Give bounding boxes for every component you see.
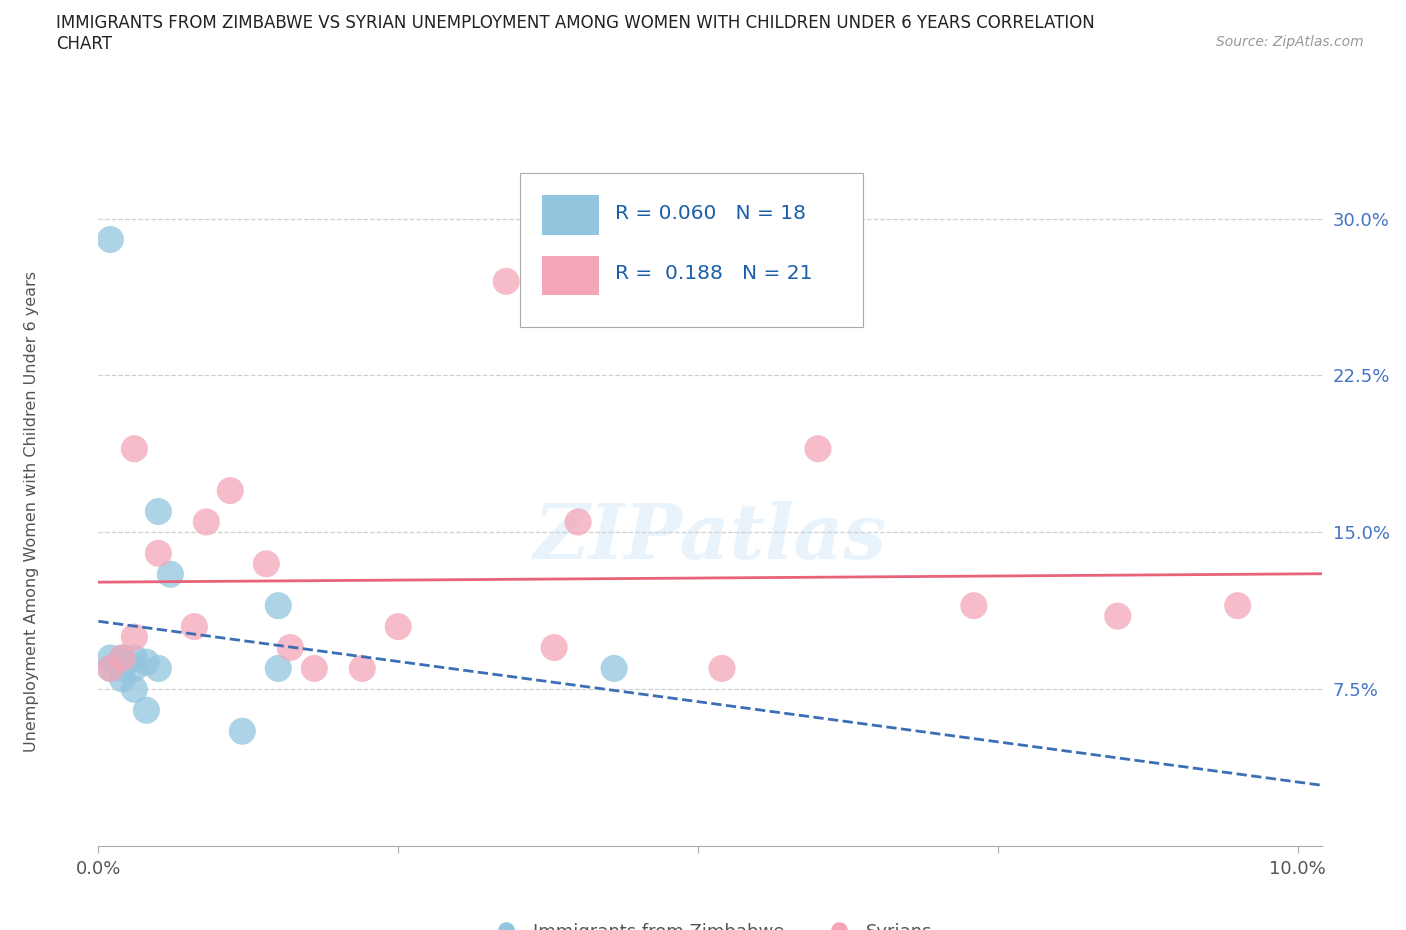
Point <box>603 661 626 676</box>
Point <box>148 661 170 676</box>
Point <box>219 484 242 498</box>
Point <box>543 640 565 655</box>
Point <box>124 630 146 644</box>
Point <box>135 703 157 718</box>
Point <box>159 567 181 582</box>
Point <box>111 651 134 666</box>
Legend: Immigrants from Zimbabwe, Syrians: Immigrants from Zimbabwe, Syrians <box>481 916 939 930</box>
Point <box>111 661 134 676</box>
Point <box>1107 609 1129 624</box>
FancyBboxPatch shape <box>520 173 863 327</box>
FancyBboxPatch shape <box>543 256 599 295</box>
Point <box>352 661 374 676</box>
Point <box>267 661 290 676</box>
Point <box>231 724 253 738</box>
Text: R =  0.188   N = 21: R = 0.188 N = 21 <box>614 264 813 284</box>
Point <box>267 598 290 613</box>
Point <box>124 661 146 676</box>
Point <box>124 442 146 457</box>
Point <box>111 671 134 686</box>
Point <box>278 640 301 655</box>
Point <box>711 661 734 676</box>
Point <box>100 661 122 676</box>
Text: Source: ZipAtlas.com: Source: ZipAtlas.com <box>1216 35 1364 49</box>
Text: CHART: CHART <box>56 35 112 53</box>
Point <box>148 504 170 519</box>
Text: Unemployment Among Women with Children Under 6 years: Unemployment Among Women with Children U… <box>24 271 38 752</box>
Point <box>387 619 409 634</box>
Point <box>254 556 277 571</box>
Point <box>304 661 326 676</box>
Point <box>100 661 122 676</box>
Point <box>100 232 122 247</box>
Point <box>148 546 170 561</box>
Point <box>495 274 517 289</box>
Point <box>1226 598 1249 613</box>
Text: IMMIGRANTS FROM ZIMBABWE VS SYRIAN UNEMPLOYMENT AMONG WOMEN WITH CHILDREN UNDER : IMMIGRANTS FROM ZIMBABWE VS SYRIAN UNEMP… <box>56 14 1095 32</box>
Point <box>183 619 205 634</box>
Point <box>807 442 830 457</box>
Text: R = 0.060   N = 18: R = 0.060 N = 18 <box>614 204 806 223</box>
Point <box>111 651 134 666</box>
Point <box>100 651 122 666</box>
Point <box>195 514 218 529</box>
Point <box>124 651 146 666</box>
Point <box>124 682 146 697</box>
Text: ZIPatlas: ZIPatlas <box>533 501 887 576</box>
FancyBboxPatch shape <box>543 195 599 235</box>
Point <box>135 655 157 670</box>
Point <box>963 598 986 613</box>
Point <box>567 514 589 529</box>
